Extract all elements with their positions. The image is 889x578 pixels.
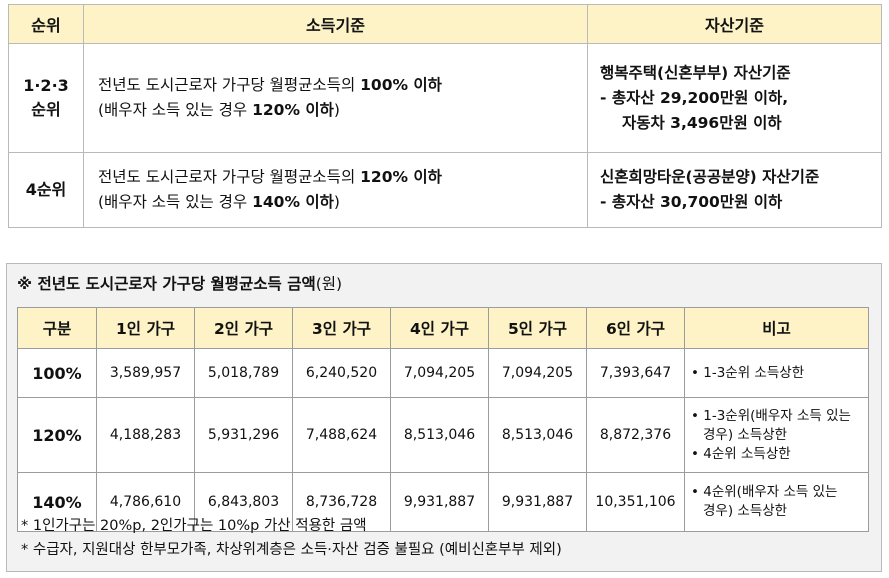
income-value: 4,786,610 bbox=[96, 472, 195, 532]
eligibility-criteria-table: 순위 소득기준 자산기준 1·2·3 순위 전년도 도시근로자 가구당 월평균소… bbox=[8, 4, 882, 228]
rank-line: 4순위 bbox=[25, 180, 67, 199]
income-percent: 140% 이하 bbox=[252, 193, 334, 211]
income-level: 100% bbox=[17, 348, 97, 398]
income-box-title-text: ※ 전년도 도시근로자 가구당 월평균소득 금액 bbox=[17, 275, 316, 293]
header-1-person: 1인 가구 bbox=[96, 307, 195, 349]
income-value: 3,589,957 bbox=[96, 348, 195, 398]
asset-line: 행복주택(신혼부부) 자산기준 bbox=[600, 63, 791, 82]
remark-line: • 1-3순위(배우자 소득 있는 bbox=[691, 407, 851, 424]
remark-line: 경우) 소득상한 bbox=[703, 503, 788, 519]
income-cell: 전년도 도시근로자 가구당 월평균소득의 120% 이하 (배우자 소득 있는 … bbox=[83, 152, 588, 228]
income-value: 5,931,296 bbox=[194, 397, 293, 473]
income-header-row: 구분 1인 가구 2인 가구 3인 가구 4인 가구 5인 가구 6인 가구 비… bbox=[17, 307, 869, 349]
income-row-120: 120% 4,188,283 5,931,296 7,488,624 8,513… bbox=[17, 397, 869, 473]
income-level: 140% bbox=[17, 472, 97, 532]
income-text: 전년도 도시근로자 가구당 월평균소득의 bbox=[98, 168, 361, 186]
remark-line: • 1-3순위 소득상한 bbox=[691, 364, 805, 381]
asset-line: 신혼희망타운(공공분양) 자산기준 bbox=[600, 168, 820, 186]
income-cell: 전년도 도시근로자 가구당 월평균소득의 100% 이하 (배우자 소득 있는 … bbox=[83, 43, 588, 153]
income-value: 7,094,205 bbox=[488, 348, 587, 398]
income-text: (배우자 소득 있는 경우 bbox=[98, 101, 253, 119]
header-asset: 자산기준 bbox=[587, 4, 882, 44]
asset-line: - 총자산 30,700만원 이하 bbox=[600, 193, 783, 211]
rank-line: 순위 bbox=[31, 100, 61, 119]
income-value: 8,513,046 bbox=[488, 397, 587, 473]
income-percent: 100% 이하 bbox=[360, 76, 442, 94]
criteria-row-rank-1-3: 1·2·3 순위 전년도 도시근로자 가구당 월평균소득의 100% 이하 (배… bbox=[8, 43, 882, 153]
footnote: * 수급자, 지원대상 한부모가족, 차상위계층은 소득·자산 검증 불필요 (… bbox=[21, 542, 562, 558]
asset-cell: 행복주택(신혼부부) 자산기준 - 총자산 29,200만원 이하, 자동차 3… bbox=[587, 43, 882, 153]
income-box-title: ※ 전년도 도시근로자 가구당 월평균소득 금액(원) bbox=[17, 272, 342, 294]
income-row-140: 140% 4,786,610 6,843,803 8,736,728 9,931… bbox=[17, 472, 869, 532]
header-6-person: 6인 가구 bbox=[586, 307, 685, 349]
income-text: 전년도 도시근로자 가구당 월평균소득의 bbox=[98, 76, 361, 94]
income-text: ) bbox=[333, 193, 340, 211]
income-value: 5,018,789 bbox=[194, 348, 293, 398]
header-5-person: 5인 가구 bbox=[488, 307, 587, 349]
income-percent: 120% 이하 bbox=[252, 101, 334, 119]
income-value: 7,094,205 bbox=[390, 348, 489, 398]
income-text: (배우자 소득 있는 경우 bbox=[98, 193, 253, 211]
remark-line: 경우) 소득상한 bbox=[703, 426, 788, 443]
criteria-row-rank-4: 4순위 전년도 도시근로자 가구당 월평균소득의 120% 이하 (배우자 소득… bbox=[8, 152, 882, 228]
income-level: 120% bbox=[17, 397, 97, 473]
rank-line: 1·2·3 bbox=[23, 76, 69, 95]
header-2-person: 2인 가구 bbox=[194, 307, 293, 349]
asset-line: 자동차 3,496만원 이하 bbox=[622, 113, 782, 132]
criteria-header-row: 순위 소득기준 자산기준 bbox=[8, 4, 882, 44]
header-3-person: 3인 가구 bbox=[292, 307, 391, 349]
footnote: * 1인가구는 20%p, 2인가구는 10%p 가산 적용한 금액 bbox=[21, 518, 367, 534]
rank-cell: 4순위 bbox=[8, 152, 84, 228]
income-value: 7,488,624 bbox=[292, 397, 391, 473]
income-amount-box: ※ 전년도 도시근로자 가구당 월평균소득 금액(원) 구분 1인 가구 2인 … bbox=[6, 263, 882, 572]
income-value: 8,736,728 bbox=[292, 472, 391, 532]
income-value: 6,240,520 bbox=[292, 348, 391, 398]
income-line: (배우자 소득 있는 경우 140% 이하) bbox=[98, 190, 586, 215]
income-value: 8,513,046 bbox=[390, 397, 489, 473]
remarks-cell: • 1-3순위(배우자 소득 있는 경우) 소득상한 • 4순위 소득상한 bbox=[684, 397, 869, 473]
header-income: 소득기준 bbox=[83, 4, 588, 44]
income-text: ) bbox=[333, 101, 340, 119]
rank-cell: 1·2·3 순위 bbox=[8, 43, 84, 153]
income-line: (배우자 소득 있는 경우 120% 이하) bbox=[98, 98, 586, 123]
income-value: 4,188,283 bbox=[96, 397, 195, 473]
remarks-cell: • 4순위(배우자 소득 있는 경우) 소득상한 bbox=[684, 472, 869, 532]
income-value: 7,393,647 bbox=[586, 348, 685, 398]
income-box-unit: (원) bbox=[315, 275, 343, 293]
remark-line: • 4순위 소득상한 bbox=[691, 445, 791, 462]
income-line: 전년도 도시근로자 가구당 월평균소득의 120% 이하 bbox=[98, 165, 586, 190]
income-value: 8,872,376 bbox=[586, 397, 685, 473]
header-remarks: 비고 bbox=[684, 307, 869, 349]
header-rank: 순위 bbox=[8, 4, 84, 44]
footnotes: * 1인가구는 20%p, 2인가구는 10%p 가산 적용한 금액 * 수급자… bbox=[21, 514, 562, 562]
income-row-100: 100% 3,589,957 5,018,789 6,240,520 7,094… bbox=[17, 348, 869, 398]
income-percent: 120% 이하 bbox=[360, 168, 442, 186]
monthly-income-table: 구분 1인 가구 2인 가구 3인 가구 4인 가구 5인 가구 6인 가구 비… bbox=[17, 307, 869, 532]
income-line: 전년도 도시근로자 가구당 월평균소득의 100% 이하 bbox=[98, 73, 586, 98]
remarks-cell: • 1-3순위 소득상한 bbox=[684, 348, 869, 398]
income-value: 10,351,106 bbox=[586, 472, 685, 532]
header-4-person: 4인 가구 bbox=[390, 307, 489, 349]
remark-line: • 4순위(배우자 소득 있는 bbox=[691, 484, 838, 500]
asset-cell: 신혼희망타운(공공분양) 자산기준 - 총자산 30,700만원 이하 bbox=[587, 152, 882, 228]
asset-line: - 총자산 29,200만원 이하, bbox=[600, 88, 789, 107]
header-category: 구분 bbox=[17, 307, 97, 349]
